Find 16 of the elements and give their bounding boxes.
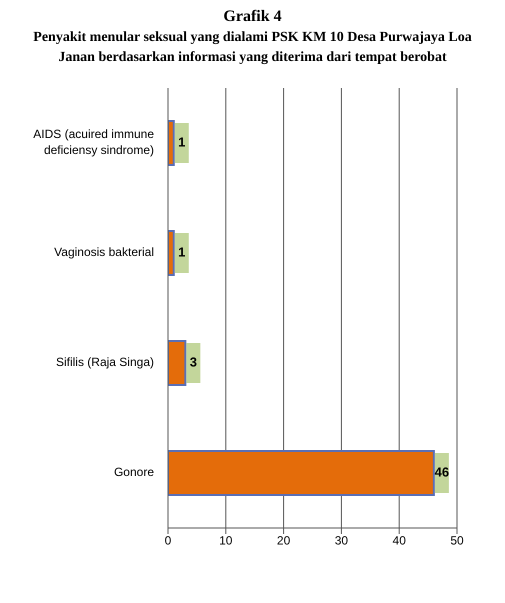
y-tick-label: Sifilis (Raja Singa) [56, 355, 154, 370]
x-tick-label: 40 [392, 534, 406, 548]
x-tick-label: 30 [334, 534, 348, 548]
y-tick-label: Vaginosis bakterial [54, 245, 154, 260]
chart-title: Grafik 4 [222, 8, 283, 26]
x-tick-label: 0 [164, 534, 172, 548]
data-label: 46 [434, 464, 450, 480]
x-tick-label: 20 [276, 534, 291, 548]
data-label: 1 [178, 134, 186, 150]
x-tick-label: 50 [450, 534, 464, 548]
y-tick-label: Gonore [114, 465, 154, 480]
chart-subtitle: Penyakit menular seksual yang dialami PSK KM 10 Desa Purwajaya Loa Janan berdasarkan informasi yang diterima dari tempat berobat [32, 29, 473, 67]
x-tick-label: 10 [219, 534, 233, 548]
y-tick-label: AIDS (acuired immune deficiensy sindrome) [33, 127, 154, 158]
data-label: 1 [178, 244, 186, 260]
data-label: 3 [190, 354, 197, 370]
